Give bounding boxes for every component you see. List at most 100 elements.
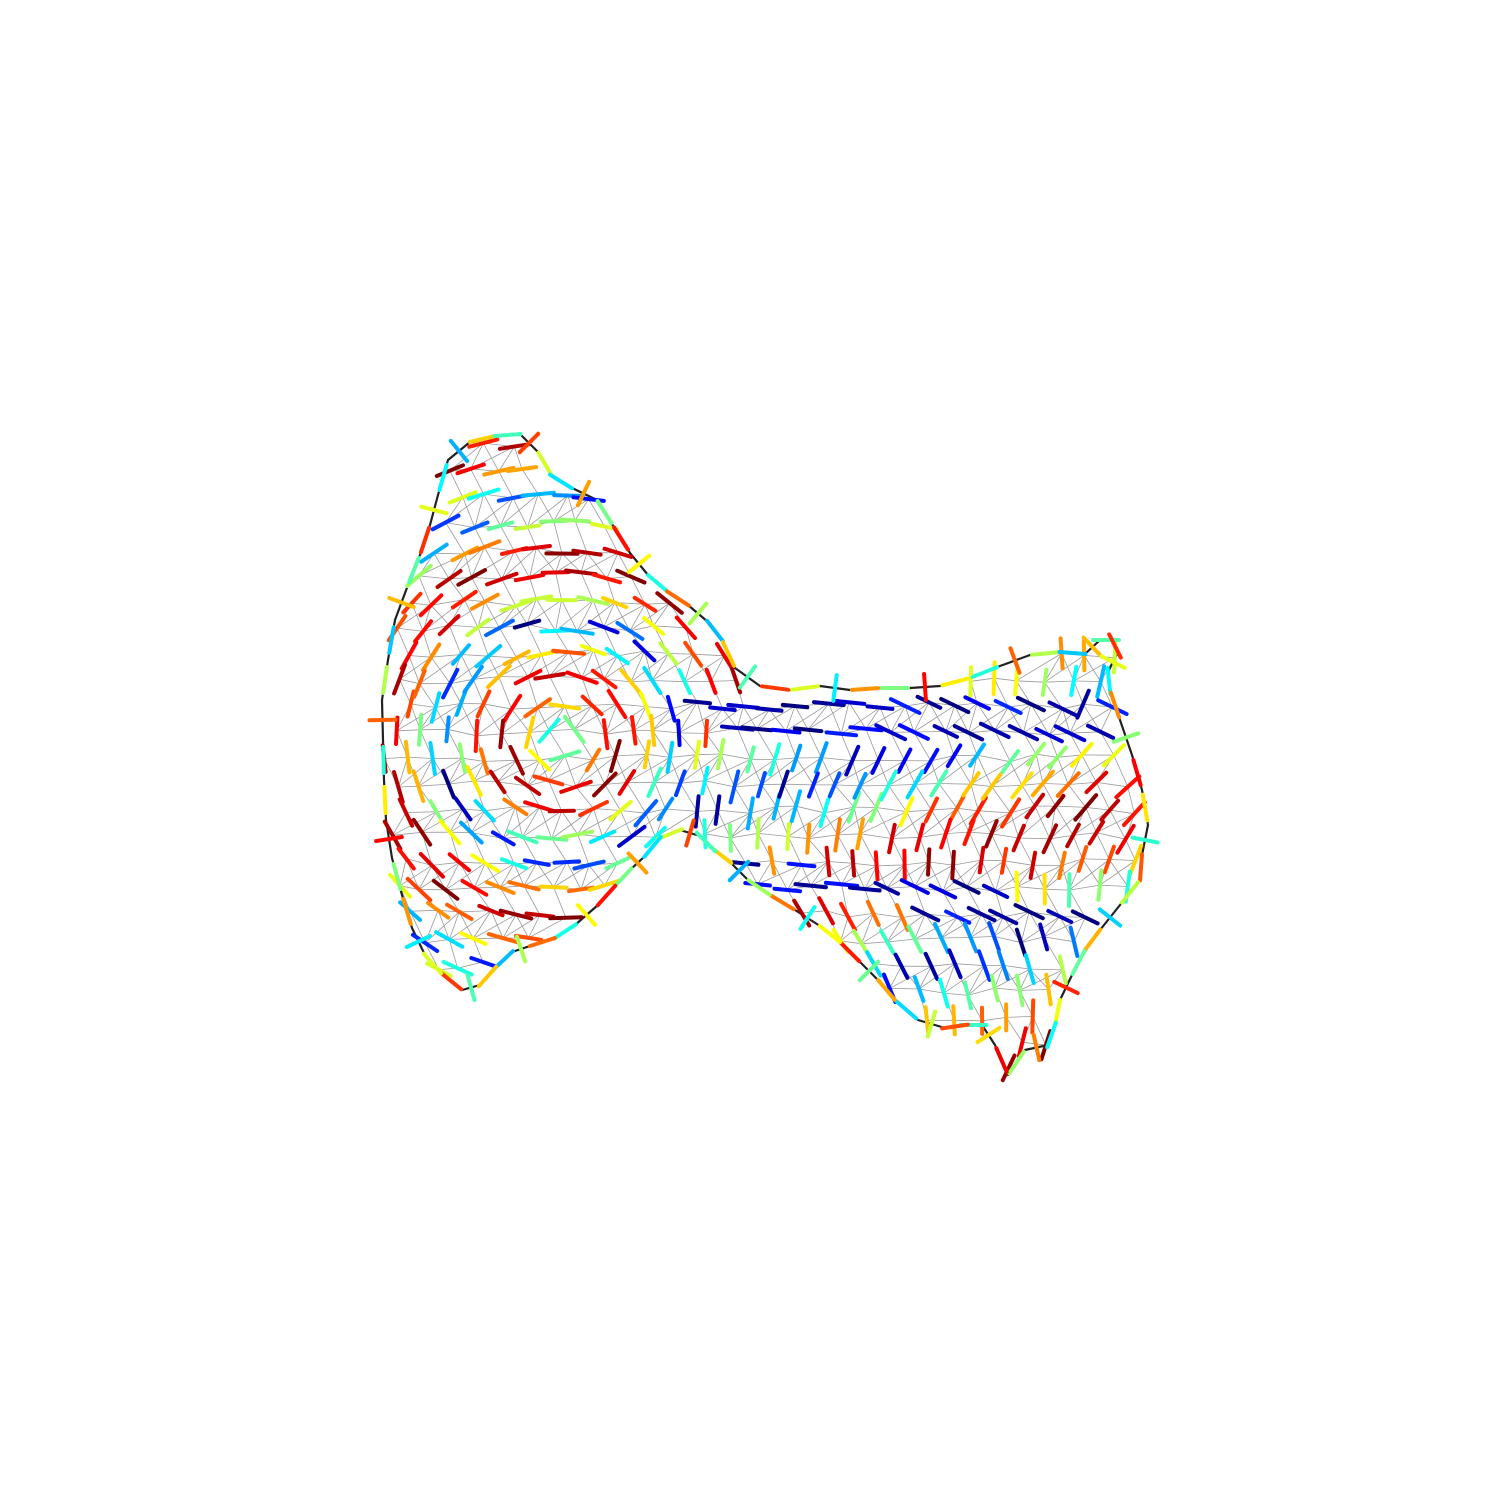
mesh-edge <box>840 702 850 735</box>
director-glyph <box>894 903 910 932</box>
mesh-edge <box>498 676 513 710</box>
director-glyph <box>755 817 761 850</box>
mesh-edge <box>630 576 646 605</box>
director-glyph <box>745 745 756 774</box>
mesh-edge <box>678 732 698 756</box>
director-glyph <box>513 933 544 942</box>
mesh-edge <box>1085 807 1097 833</box>
director-glyph <box>392 663 407 696</box>
mesh-edge <box>1072 835 1083 860</box>
director-glyph <box>644 825 667 849</box>
director-glyph <box>419 504 449 516</box>
mesh-edge <box>615 755 628 783</box>
mesh-edge <box>807 729 822 758</box>
director-glyph <box>646 766 663 798</box>
director-glyph <box>966 905 997 923</box>
mesh-edge <box>1042 783 1056 807</box>
director-glyph <box>649 713 657 747</box>
director-glyph <box>772 886 803 894</box>
mesh-edge <box>928 861 954 866</box>
director-glyph <box>533 671 566 681</box>
mesh-edge <box>581 677 593 706</box>
director-glyph <box>455 462 486 476</box>
mesh-edge <box>553 861 568 888</box>
mesh-edge <box>593 649 605 680</box>
mesh-edge <box>1073 917 1086 943</box>
director-glyph <box>865 899 881 927</box>
mesh-edge <box>631 836 656 838</box>
mesh-edge <box>652 653 669 681</box>
mesh-edge <box>1043 916 1061 938</box>
director-glyph <box>1053 724 1087 743</box>
director-glyph <box>961 771 981 798</box>
mesh-edge <box>652 708 672 731</box>
mesh-edge <box>886 864 905 889</box>
mesh-edge <box>1007 706 1024 734</box>
director-glyph <box>887 822 897 855</box>
director-glyph <box>922 672 928 702</box>
director-glyph <box>857 959 881 983</box>
mesh-edge <box>418 575 432 606</box>
mesh-edge <box>1057 756 1069 785</box>
mesh-edge <box>501 550 515 580</box>
director-glyph <box>1024 792 1046 820</box>
mesh-edge <box>419 683 436 708</box>
director-glyph <box>564 568 598 577</box>
mesh-edge <box>474 527 485 548</box>
director-glyph <box>944 909 972 925</box>
mesh-edge <box>418 861 460 890</box>
director-glyph <box>893 952 910 980</box>
mesh-edge <box>1019 968 1031 991</box>
mesh-edge <box>991 753 1037 787</box>
mesh-edge <box>820 757 835 786</box>
director-glyph <box>470 592 500 611</box>
mesh-edge <box>787 836 802 866</box>
director-glyph <box>558 517 592 524</box>
director-glyph <box>578 800 609 818</box>
mesh-edge <box>889 965 902 989</box>
mesh-edge <box>994 703 1032 731</box>
mesh-edge <box>914 864 954 887</box>
director-glyph <box>466 487 501 501</box>
director-glyph <box>1023 953 1036 985</box>
mesh-edge <box>529 706 566 733</box>
director-glyph <box>948 794 966 822</box>
mesh-edge <box>580 552 619 573</box>
director-glyph <box>475 689 492 719</box>
mesh-edge <box>865 707 881 730</box>
director-glyph <box>615 568 647 585</box>
mesh-edge <box>548 729 575 731</box>
mesh-edge <box>966 860 1005 888</box>
director-glyph <box>437 463 449 492</box>
director-glyph <box>952 724 985 742</box>
director-glyph <box>987 921 1001 952</box>
mesh-edge <box>445 861 460 891</box>
director-glyph <box>850 849 857 878</box>
mesh-edge <box>541 654 550 677</box>
director-glyph <box>1096 868 1104 902</box>
mesh-edge <box>605 706 647 735</box>
mesh-edge <box>774 759 784 785</box>
mesh-edge <box>976 754 993 787</box>
mesh-edge <box>477 601 486 628</box>
mesh-edge <box>737 727 751 760</box>
mesh-edge <box>941 916 959 939</box>
director-glyph <box>411 769 426 803</box>
mesh-edge <box>555 552 588 573</box>
director-glyph <box>1068 925 1080 958</box>
mesh-edge <box>604 862 618 886</box>
mesh-edge <box>460 654 489 657</box>
mesh-edge <box>473 780 499 783</box>
director-glyph <box>792 726 824 734</box>
mesh-edge <box>458 910 492 913</box>
director-glyph <box>1114 774 1142 800</box>
director-glyph <box>520 544 552 552</box>
mesh-edge <box>981 859 996 892</box>
mesh-edge <box>1083 655 1102 682</box>
mesh-edge <box>888 760 932 786</box>
director-glyph <box>519 594 554 604</box>
mesh-edge <box>529 732 541 761</box>
mesh-edge <box>834 784 855 808</box>
mesh-edge <box>471 577 486 603</box>
mesh-edge <box>1034 805 1051 840</box>
